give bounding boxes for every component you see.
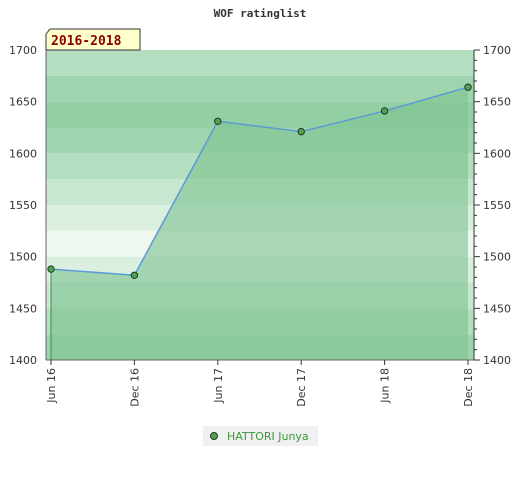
- y-tick-label-right: 1650: [483, 96, 511, 109]
- x-tick-label: Jun 18: [379, 368, 392, 404]
- y-tick-label-right: 1400: [483, 354, 511, 367]
- data-point: [214, 117, 222, 126]
- period-badge-box: [45, 28, 141, 51]
- x-tick-label: Jun 16: [45, 368, 58, 404]
- data-point: [130, 271, 139, 279]
- y-axis-left: 1400 1450 1500 1550 1600 1650 1700: [9, 44, 47, 367]
- x-tick-label: Jun 17: [212, 368, 225, 404]
- data-point: [47, 265, 55, 273]
- y-tick-label-left: 1600: [9, 147, 37, 160]
- period-badge: 2016-2018: [45, 28, 141, 51]
- y-tick-label-left: 1400: [9, 354, 37, 367]
- x-tick-label: Dec 18: [462, 368, 475, 407]
- legend-marker-icon: [210, 432, 218, 440]
- x-tick-label: Dec 16: [128, 368, 141, 407]
- y-tick-label-right: 1600: [483, 147, 511, 160]
- y-tick-label-left: 1700: [9, 44, 37, 57]
- series-area: [47, 83, 472, 360]
- legend: HATTORI Junya: [203, 426, 318, 446]
- y-axis-right: 1400 1450 1500 1550 1600 1650 1700: [473, 44, 511, 367]
- x-axis: Jun 16 Dec 16 Jun 17 Dec 17 Jun 18 Dec 18: [45, 359, 475, 407]
- y-tick-label-left: 1450: [9, 302, 37, 315]
- series-line: [50, 86, 469, 277]
- y-tick-label-left: 1650: [9, 96, 37, 109]
- y-tick-label-left: 1550: [9, 199, 37, 212]
- data-point: [297, 127, 305, 136]
- chart-title: WOF ratinglist: [214, 7, 307, 20]
- x-tick-label: Dec 17: [295, 368, 308, 407]
- period-badge-label: 2016-2018: [51, 34, 122, 49]
- background-band: [46, 75, 474, 102]
- y-tick-label-right: 1500: [483, 251, 511, 264]
- series-area-fill: [51, 87, 468, 360]
- data-point: [464, 83, 472, 91]
- y-tick-label-left: 1500: [9, 251, 37, 264]
- data-point: [380, 107, 389, 115]
- y-tick-label-right: 1700: [483, 44, 511, 57]
- legend-label: HATTORI Junya: [227, 429, 309, 443]
- y-tick-label-right: 1550: [483, 199, 511, 212]
- background-band: [46, 50, 474, 76]
- y-tick-label-right: 1450: [483, 302, 511, 315]
